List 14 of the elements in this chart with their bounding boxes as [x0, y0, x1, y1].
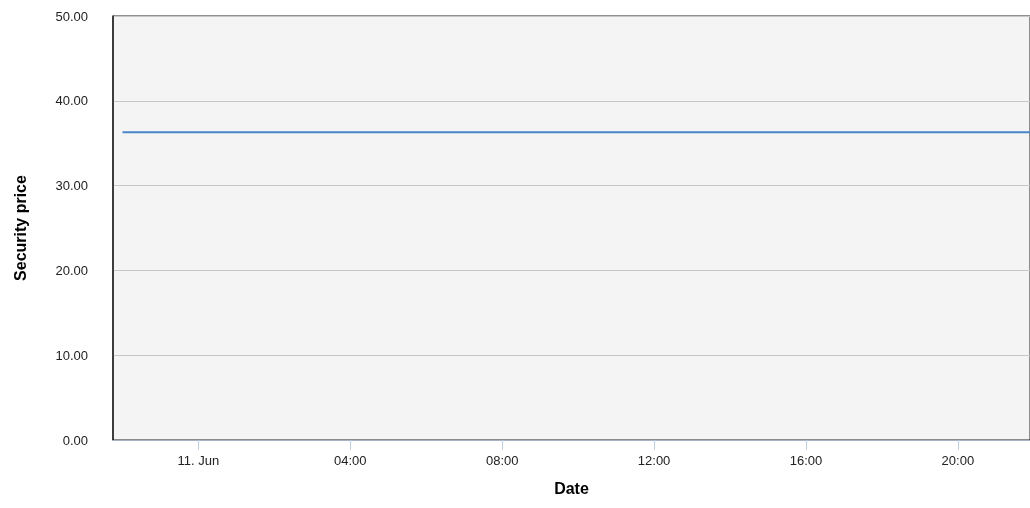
y-tick-label: 30.00	[55, 178, 88, 194]
y-tick-label: 10.00	[55, 347, 88, 363]
x-tick-label: 12:00	[637, 453, 671, 468]
x-tick-label: 04:00	[334, 453, 367, 468]
x-tick-label: 20:00	[941, 453, 975, 468]
x-axis-title: Date	[554, 479, 589, 497]
x-tick-label: 11. Jun	[177, 453, 220, 468]
x-tick-label: 16:00	[789, 453, 823, 468]
y-tick-label: 40.00	[55, 93, 88, 109]
y-tick-label: 0.00	[62, 432, 88, 448]
y-axis-title: Security price	[11, 174, 29, 281]
y-tick-label: 50.00	[55, 8, 88, 24]
y-tick-label: 20.00	[55, 262, 88, 278]
x-tick-label: 08:00	[485, 453, 519, 468]
